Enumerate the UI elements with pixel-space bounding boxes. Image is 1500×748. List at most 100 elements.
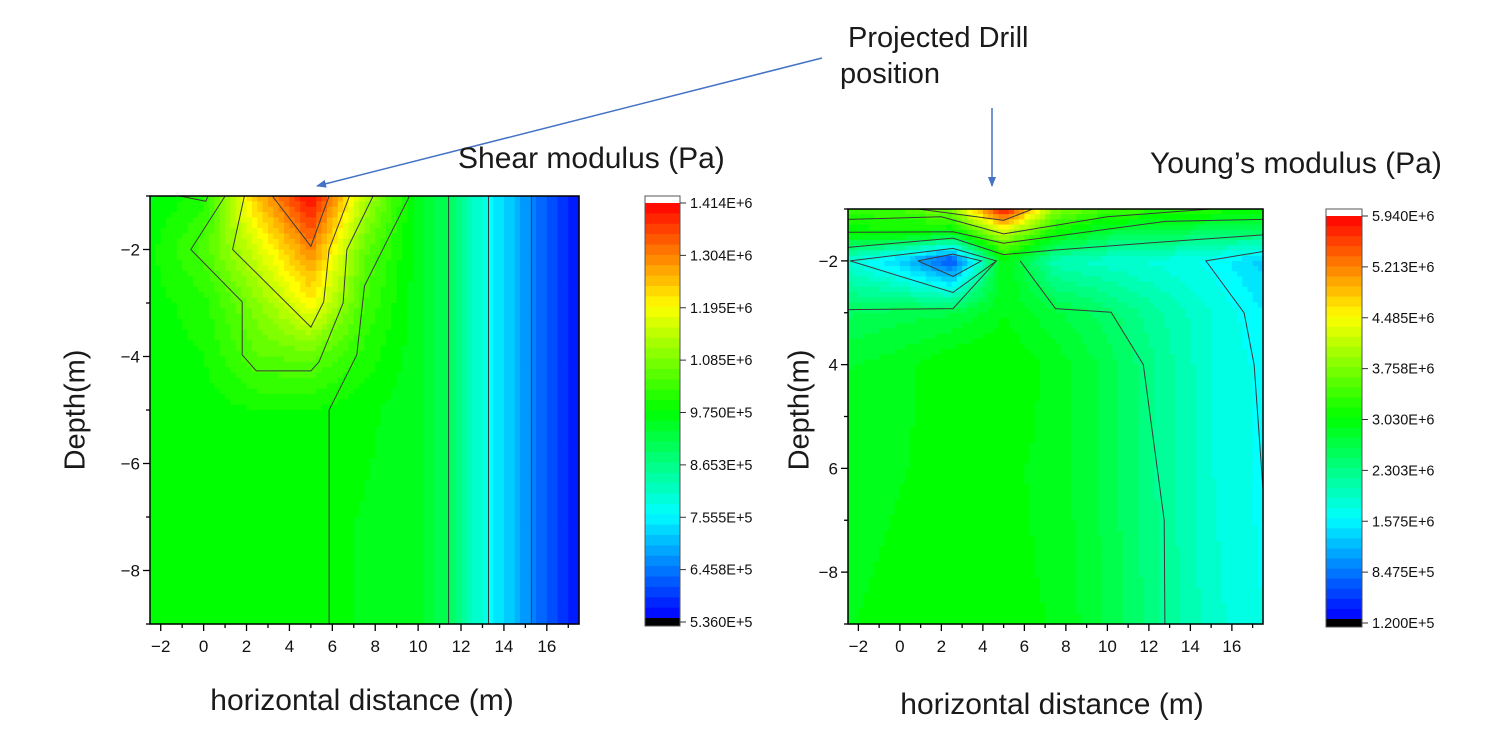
contour-cell	[241, 233, 248, 240]
contour-cell	[455, 324, 462, 331]
contour-cell	[487, 228, 494, 235]
contour-cell	[520, 222, 526, 229]
contour-cell	[150, 297, 156, 304]
contour-cell	[418, 500, 425, 507]
contour-cell	[391, 500, 398, 507]
contour-cell	[150, 511, 156, 518]
contour-cell	[257, 276, 264, 283]
contour-cell	[150, 372, 156, 379]
contour-cell	[262, 270, 269, 277]
contour-cell	[198, 426, 205, 432]
contour-cell	[375, 319, 382, 325]
contour-cell	[348, 324, 355, 331]
contour-cell	[257, 367, 264, 374]
contour-cell	[557, 442, 564, 449]
contour-cell	[310, 372, 317, 379]
contour-cell	[155, 308, 162, 315]
contour-cell	[310, 410, 317, 416]
contour-cell	[267, 286, 274, 293]
contour-cell	[257, 319, 264, 325]
contour-cell	[235, 431, 242, 438]
contour-cell	[423, 522, 430, 529]
contour-cell	[257, 281, 264, 288]
contour-cell	[407, 404, 414, 411]
contour-cell	[267, 410, 274, 416]
contour-cell	[369, 206, 376, 213]
contour-cell	[461, 276, 467, 283]
contour-cell	[348, 265, 355, 272]
contour-cell	[273, 420, 280, 427]
contour-cell	[241, 206, 248, 213]
contour-cell	[225, 335, 232, 342]
contour-cell	[284, 415, 291, 422]
contour-cell	[471, 511, 478, 518]
contour-cell	[477, 196, 484, 202]
contour-cell	[482, 201, 489, 208]
contour-cell	[466, 201, 473, 208]
contour-cell	[284, 500, 291, 507]
contour-cell	[160, 436, 167, 443]
contour-cell	[498, 479, 505, 486]
contour-cell	[160, 393, 167, 400]
contour-cell	[385, 431, 392, 438]
contour-cell	[402, 276, 408, 283]
contour-cell	[251, 490, 258, 497]
contour-cell	[251, 506, 258, 513]
contour-cell	[155, 265, 162, 272]
contour-cell	[455, 361, 462, 368]
contour-cell	[155, 292, 162, 299]
contour-cell	[182, 281, 189, 288]
contour-cell	[509, 276, 516, 283]
contour-cell	[289, 452, 296, 459]
contour-cell	[503, 410, 510, 416]
contour-cell	[375, 233, 382, 240]
contour-cell	[423, 340, 430, 347]
contour-cell	[241, 217, 248, 224]
contour-cell	[353, 345, 360, 352]
contour-cell	[509, 254, 516, 261]
contour-cell	[187, 420, 194, 427]
contour-cell	[225, 249, 232, 256]
contour-cell	[150, 254, 156, 261]
contour-cell	[337, 292, 344, 299]
contour-cell	[412, 270, 419, 277]
contour-cell	[568, 436, 575, 443]
contour-cell	[385, 345, 392, 352]
contour-cell	[375, 500, 382, 507]
contour-cell	[219, 201, 226, 208]
contour-cell	[214, 265, 221, 272]
contour-cell	[450, 522, 457, 529]
contour-cell	[332, 426, 339, 432]
contour-cell	[257, 517, 264, 523]
contour-cell	[262, 303, 269, 309]
contour-cell	[407, 388, 414, 395]
contour-cell	[444, 522, 451, 529]
contour-cell	[278, 474, 285, 481]
contour-cell	[171, 447, 178, 454]
contour-cell	[428, 431, 435, 438]
contour-cell	[310, 345, 317, 352]
contour-cell	[541, 276, 548, 283]
contour-cell	[428, 303, 435, 309]
contour-cell	[284, 458, 291, 465]
contour-cell	[530, 324, 537, 331]
contour-cell	[192, 522, 199, 529]
contour-cell	[493, 233, 500, 240]
contour-cell	[208, 206, 215, 213]
contour-cell	[514, 233, 521, 240]
contour-cell	[155, 303, 162, 309]
contour-cell	[428, 404, 435, 411]
contour-cell	[262, 345, 269, 352]
contour-cell	[418, 452, 425, 459]
contour-cell	[262, 484, 269, 491]
contour-cell	[284, 393, 291, 400]
contour-cell	[412, 201, 419, 208]
contour-cell	[289, 484, 296, 491]
contour-cell	[203, 308, 210, 315]
contour-cell	[219, 410, 226, 416]
contour-cell	[310, 238, 317, 245]
contour-cell	[214, 511, 221, 518]
contour-cell	[444, 517, 451, 523]
contour-cell	[573, 335, 580, 342]
contour-cell	[450, 324, 457, 331]
